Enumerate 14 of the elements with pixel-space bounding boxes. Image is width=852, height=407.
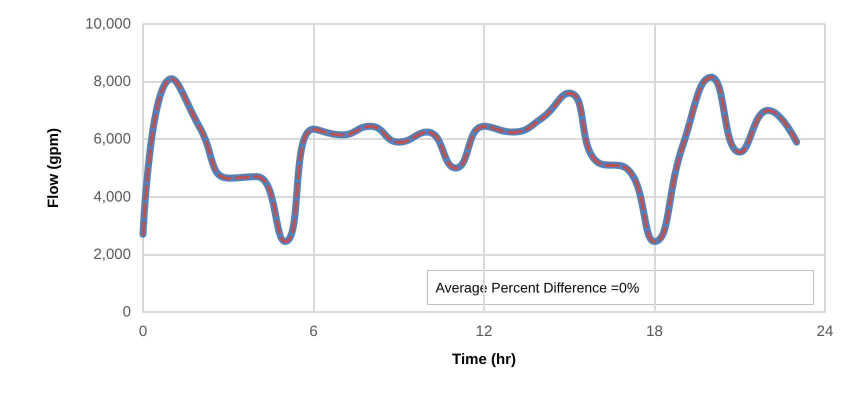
x-tick-label: 6 [309, 323, 318, 340]
x-axis-title: Time (hr) [452, 351, 516, 368]
x-tick-label: 18 [646, 323, 663, 340]
y-axis-title: Flow (gpm) [45, 128, 62, 208]
y-tick-label: 10,000 [85, 16, 131, 32]
x-tick-label: 12 [476, 323, 492, 340]
y-tick-label: 0 [122, 304, 131, 320]
x-tick-label: 24 [816, 323, 834, 340]
x-tick-label: 0 [138, 323, 148, 340]
y-tick-label: 4,000 [93, 188, 131, 206]
y-tick-label: 8,000 [93, 73, 131, 90]
y-tick-label: 6,000 [93, 130, 131, 148]
annotation: Average Percent Difference =0% [436, 280, 640, 296]
y-tick-label: 2,000 [93, 246, 131, 263]
